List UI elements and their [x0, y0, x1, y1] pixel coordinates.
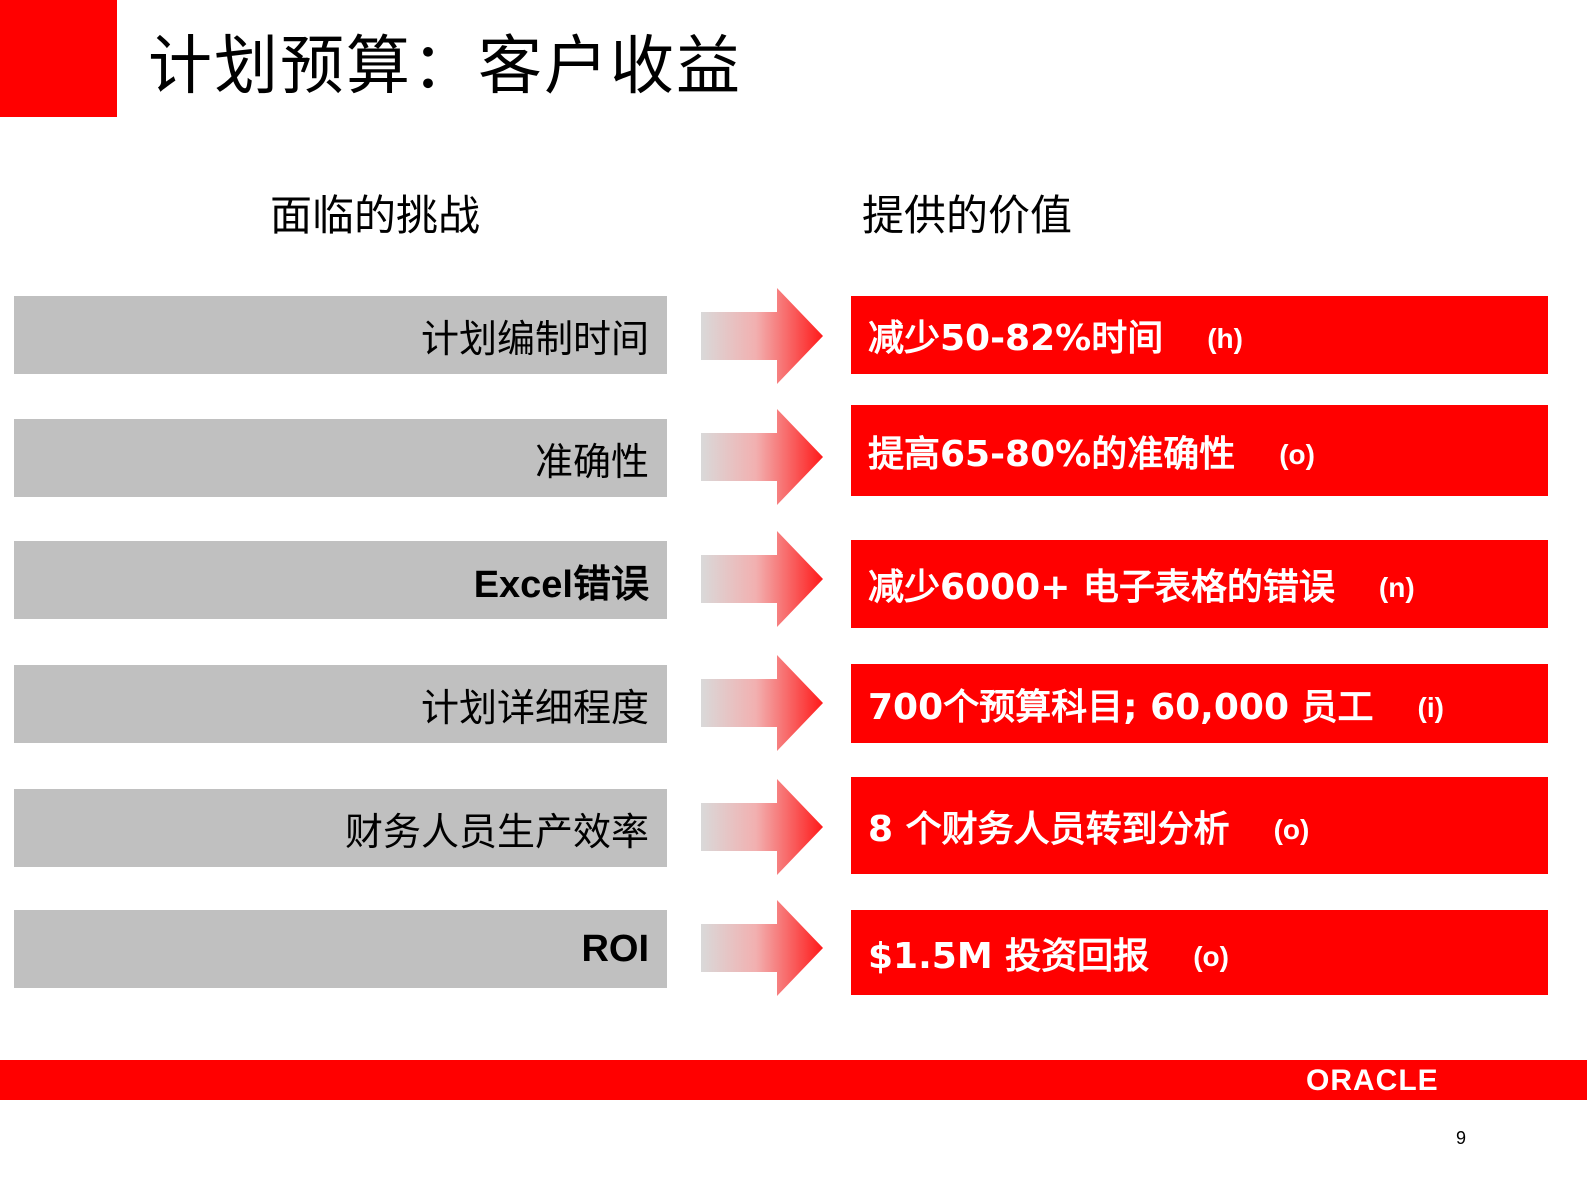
source-code: (i): [1417, 691, 1444, 723]
challenge-box-accuracy: 准确性: [14, 419, 667, 497]
value-text: 8 个财务人员转到分析: [868, 808, 1230, 850]
footer-bar: [0, 1060, 1587, 1100]
page-number: 9: [1456, 1128, 1467, 1148]
source-code: (o): [1273, 813, 1310, 845]
arrow-right-icon: [701, 531, 823, 627]
source-code: (h): [1207, 323, 1243, 354]
source-code: (o): [1193, 940, 1229, 972]
arrow-right-icon: [701, 288, 823, 384]
arrow-right-icon: [701, 409, 823, 505]
value-text: 减少6000+ 电子表格的错误: [868, 567, 1335, 608]
oracle-logo: ORACLE: [1306, 1064, 1439, 1097]
challenge-box-planning-time: 计划编制时间: [14, 296, 667, 374]
challenges-header: 面临的挑战: [270, 191, 481, 240]
arrow-right-icon: [701, 900, 823, 996]
arrow-right-icon: [701, 655, 823, 751]
challenge-box-roi: ROI: [14, 910, 667, 988]
arrow-right-icon: [701, 779, 823, 875]
value-box-planning-detail: 700个预算科目; 60,000 员工 (i): [851, 664, 1548, 743]
value-text: 700个预算科目; 60,000 员工: [868, 686, 1374, 728]
challenge-box-planning-detail: 计划详细程度: [14, 665, 667, 743]
source-code: (n): [1378, 572, 1415, 603]
title-accent-block: [0, 0, 117, 117]
value-box-finance-productivity: 8 个财务人员转到分析 (o): [851, 777, 1548, 874]
value-box-roi: $1.5M 投资回报 (o): [851, 910, 1548, 995]
value-text: 减少50-82%时间: [868, 318, 1164, 359]
value-box-excel-errors: 减少6000+ 电子表格的错误 (n): [851, 540, 1548, 628]
value-text: $1.5M 投资回报: [868, 935, 1150, 977]
value-header: 提供的价值: [862, 191, 1073, 240]
source-code: (o): [1279, 438, 1315, 470]
slide-title: 计划预算：客户收益: [148, 30, 742, 104]
value-text: 提高65-80%的准确性: [868, 433, 1236, 475]
value-box-accuracy: 提高65-80%的准确性 (o): [851, 405, 1548, 496]
challenge-box-excel-errors: Excel错误: [14, 541, 667, 619]
value-box-planning-time: 减少50-82%时间 (h): [851, 296, 1548, 374]
challenge-box-finance-productivity: 财务人员生产效率: [14, 789, 667, 867]
